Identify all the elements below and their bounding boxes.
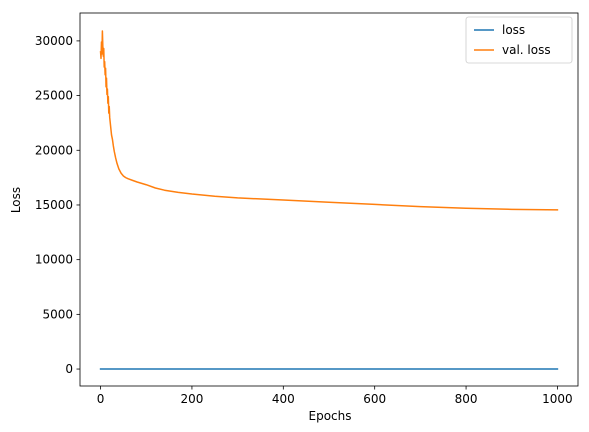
plot-background — [80, 13, 578, 386]
x-tick-label: 800 — [455, 392, 478, 406]
series-layer — [99, 30, 559, 370]
x-tick-label: 600 — [363, 392, 386, 406]
axes-layer: 0 200 400 600 800 100005000100001500020000250… — [35, 12, 579, 406]
y-tick-label: 10000 — [35, 253, 73, 267]
x-tick-label: 1000 — [542, 392, 573, 406]
legend-label: val. loss — [502, 43, 551, 57]
y-tick-label: 5000 — [42, 307, 73, 321]
y-axis-label: Loss — [9, 187, 23, 213]
x-tick-label: 400 — [272, 392, 295, 406]
y-tick-label: 15000 — [35, 198, 73, 212]
y-tick-label: 0 — [65, 362, 73, 376]
legend-label: loss — [502, 23, 525, 37]
x-axis-label: Epochs — [309, 409, 352, 423]
y-tick-label: 30000 — [35, 34, 73, 48]
x-tick-label: 200 — [180, 392, 203, 406]
axes-frame — [79, 12, 579, 387]
y-tick-label: 25000 — [35, 89, 73, 103]
legend-box — [465, 16, 573, 64]
legend: loss val. loss — [465, 16, 573, 64]
x-tick-label: 0 — [97, 392, 105, 406]
y-tick-label: 20000 — [35, 143, 73, 157]
series-line-val-loss — [99, 30, 559, 211]
